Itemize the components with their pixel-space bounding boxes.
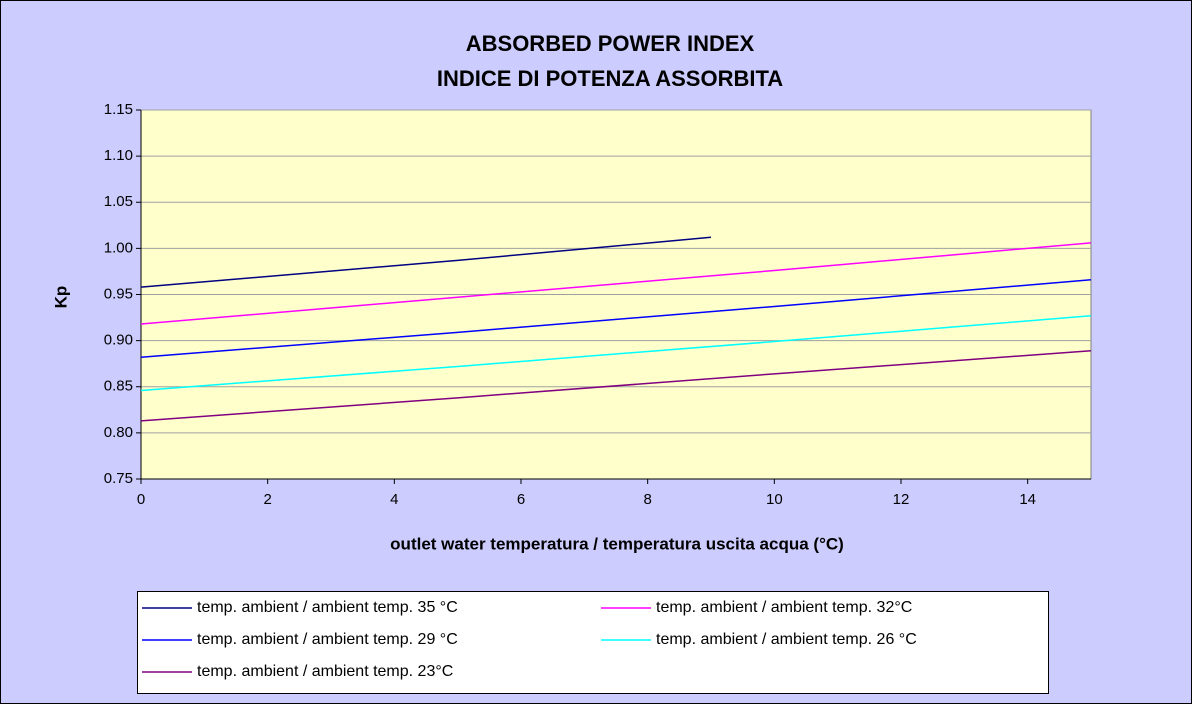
- x-tick-label: 4: [390, 491, 398, 508]
- series-line: [140, 278, 1092, 358]
- y-tick-label: 1.05: [104, 193, 133, 210]
- x-tick-label: 6: [517, 491, 525, 508]
- legend-label: temp. ambient / ambient temp. 26 °C: [656, 631, 917, 648]
- x-tick-label: 12: [893, 491, 910, 508]
- x-tick-label: 14: [1019, 491, 1036, 508]
- y-tick-label: 0.80: [104, 424, 133, 441]
- x-tick-label: 8: [643, 491, 651, 508]
- y-tick-label: 0.75: [104, 470, 133, 487]
- y-tick-label: 0.85: [104, 378, 133, 395]
- y-tick-label: 1.15: [104, 101, 133, 118]
- chart-title: INDICE DI POTENZA ASSORBITA: [437, 66, 783, 91]
- legend-label: temp. ambient / ambient temp. 29 °C: [197, 631, 458, 648]
- x-axis-title: outlet water temperatura / temperatura u…: [390, 534, 844, 553]
- chart-title: ABSORBED POWER INDEX: [466, 31, 755, 56]
- y-tick-label: 0.90: [104, 332, 133, 349]
- legend: [137, 591, 1049, 694]
- series-line: [140, 242, 1092, 325]
- legend-label: temp. ambient / ambient temp. 35 °C: [197, 599, 458, 616]
- x-tick-label: 0: [137, 491, 145, 508]
- series-line: [140, 350, 1092, 422]
- series-line: [140, 314, 1092, 392]
- y-tick-label: 1.00: [104, 239, 133, 256]
- legend-label: temp. ambient / ambient temp. 32°C: [656, 599, 912, 616]
- series-line: [140, 236, 712, 288]
- x-tick-label: 2: [263, 491, 271, 508]
- legend-label: temp. ambient / ambient temp. 23°C: [197, 663, 453, 680]
- x-tick-label: 10: [766, 491, 783, 508]
- y-axis-title: Kp: [51, 286, 70, 309]
- y-tick-label: 1.10: [104, 147, 133, 164]
- y-tick-label: 0.95: [104, 285, 133, 302]
